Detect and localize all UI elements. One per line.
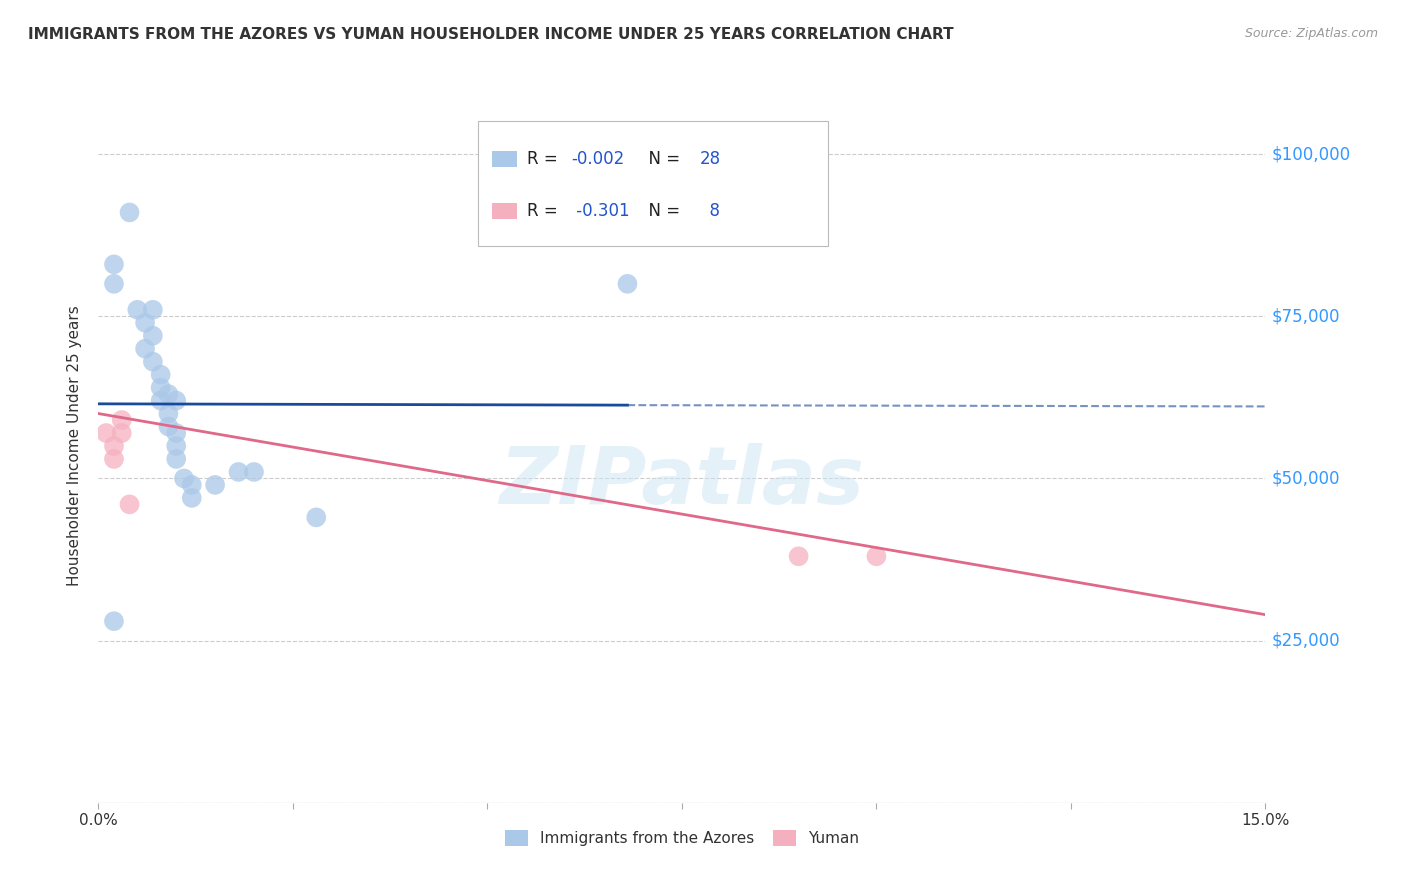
- Point: [305, 510, 328, 524]
- Point: [118, 497, 141, 511]
- Point: [165, 393, 187, 408]
- Text: 28: 28: [699, 150, 720, 168]
- Point: [111, 425, 134, 440]
- Point: [243, 465, 266, 479]
- Point: [103, 257, 125, 271]
- Point: [134, 342, 156, 356]
- Text: R =: R =: [527, 150, 562, 168]
- Text: N =: N =: [637, 150, 685, 168]
- Point: [103, 614, 125, 628]
- Legend: Immigrants from the Azores, Yuman: Immigrants from the Azores, Yuman: [499, 824, 865, 852]
- Text: N =: N =: [637, 202, 685, 220]
- Point: [103, 452, 125, 467]
- Point: [142, 302, 165, 317]
- Y-axis label: Householder Income Under 25 years: Householder Income Under 25 years: [67, 306, 83, 586]
- Point: [103, 439, 125, 453]
- Text: $75,000: $75,000: [1271, 307, 1340, 326]
- Text: Source: ZipAtlas.com: Source: ZipAtlas.com: [1244, 27, 1378, 40]
- Point: [165, 425, 187, 440]
- Point: [157, 387, 180, 401]
- FancyBboxPatch shape: [492, 151, 517, 167]
- Point: [165, 439, 187, 453]
- Point: [149, 368, 172, 382]
- Text: $100,000: $100,000: [1271, 145, 1350, 163]
- Point: [134, 316, 156, 330]
- Point: [616, 277, 638, 291]
- Point: [157, 419, 180, 434]
- Point: [111, 413, 134, 427]
- Point: [204, 478, 226, 492]
- Point: [142, 354, 165, 368]
- Text: $50,000: $50,000: [1271, 469, 1340, 487]
- FancyBboxPatch shape: [478, 121, 828, 246]
- Point: [96, 425, 118, 440]
- Text: R =: R =: [527, 202, 562, 220]
- Text: -0.002: -0.002: [571, 150, 624, 168]
- Point: [149, 381, 172, 395]
- Point: [180, 478, 202, 492]
- Point: [787, 549, 810, 564]
- Point: [142, 328, 165, 343]
- Point: [149, 393, 172, 408]
- Text: 8: 8: [699, 202, 720, 220]
- Text: ZIPatlas: ZIPatlas: [499, 442, 865, 521]
- Point: [157, 407, 180, 421]
- Point: [228, 465, 250, 479]
- Point: [180, 491, 202, 505]
- FancyBboxPatch shape: [492, 203, 517, 219]
- Text: IMMIGRANTS FROM THE AZORES VS YUMAN HOUSEHOLDER INCOME UNDER 25 YEARS CORRELATIO: IMMIGRANTS FROM THE AZORES VS YUMAN HOUS…: [28, 27, 953, 42]
- Point: [865, 549, 887, 564]
- Point: [118, 205, 141, 219]
- Point: [127, 302, 149, 317]
- Text: -0.301: -0.301: [571, 202, 630, 220]
- Point: [165, 452, 187, 467]
- Point: [173, 471, 195, 485]
- Text: $25,000: $25,000: [1271, 632, 1340, 649]
- Point: [103, 277, 125, 291]
